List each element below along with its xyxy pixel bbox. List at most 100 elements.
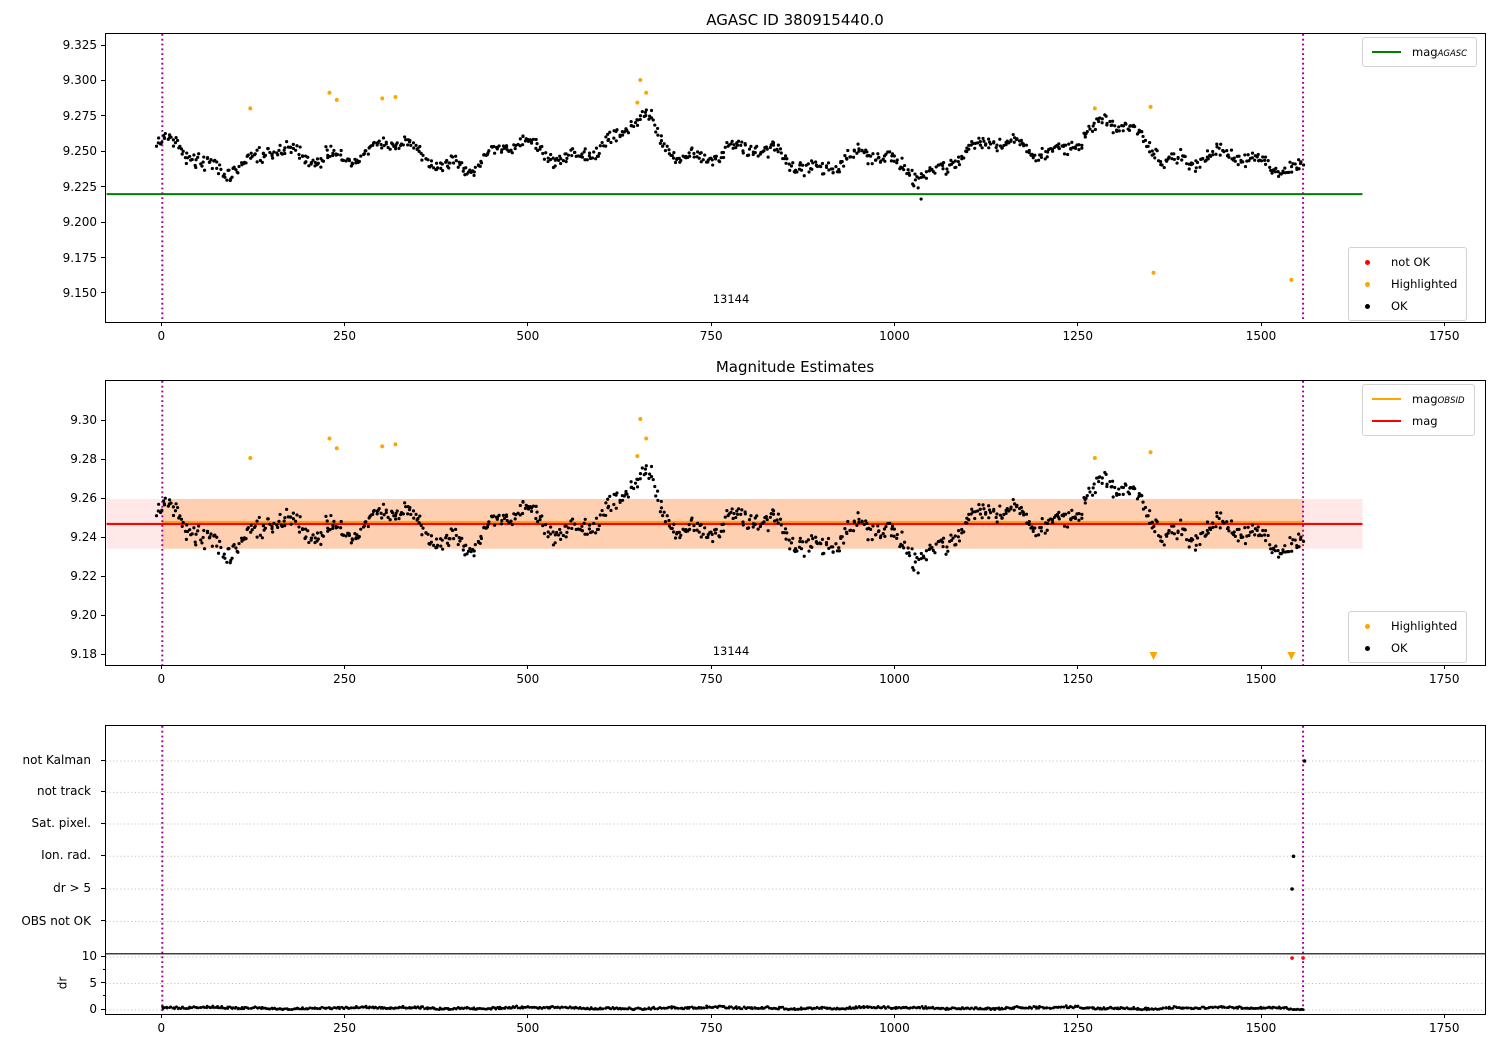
ok-point: [215, 166, 219, 170]
ok-point: [971, 510, 975, 514]
ok-point: [731, 146, 735, 150]
ok-point: [364, 149, 368, 153]
ok-point: [1083, 135, 1087, 139]
ok-point: [1117, 487, 1121, 491]
ok-point: [814, 160, 818, 164]
highlighted-point: [644, 90, 649, 95]
dr-point: [1057, 1005, 1061, 1009]
ok-point: [883, 159, 887, 163]
x-tick-mark: [160, 322, 162, 326]
ok-point: [553, 533, 557, 537]
ok-point: [420, 533, 424, 537]
ok-point: [1152, 524, 1156, 528]
ok-point: [167, 498, 172, 502]
ok-point: [219, 545, 223, 550]
ok-point: [604, 513, 608, 518]
ok-point: [190, 157, 194, 162]
ok-point: [860, 519, 864, 523]
ok-point: [375, 512, 379, 516]
ok-point: [609, 140, 613, 145]
ok-point: [1088, 127, 1092, 131]
ok-point: [644, 471, 648, 476]
dr-point: [1035, 1006, 1038, 1010]
ok-point: [857, 149, 861, 153]
ok-point: [178, 514, 182, 518]
dr-point: [793, 1008, 797, 1012]
ok-point: [598, 144, 602, 148]
dr-point: [918, 1006, 922, 1010]
ok-point: [500, 148, 504, 152]
ok-point: [276, 525, 280, 530]
ok-point: [426, 158, 430, 162]
ok-point: [913, 552, 917, 556]
ok-point: [981, 503, 985, 507]
ok-point: [882, 527, 887, 531]
ok-point: [222, 552, 226, 556]
ok-point: [171, 505, 175, 509]
dr-point: [1042, 1006, 1046, 1010]
ok-point: [837, 170, 842, 174]
ok-point: [846, 148, 850, 153]
ok-point: [1097, 479, 1101, 484]
legend-label-highlighted2: Highlighted: [1391, 619, 1458, 633]
ok-point: [940, 540, 945, 544]
ok-point: [1050, 520, 1055, 525]
ok-point: [965, 150, 969, 154]
ok-point: [1205, 528, 1209, 533]
ok-point: [551, 530, 555, 534]
ok-point: [953, 534, 957, 538]
ok-point: [982, 139, 986, 143]
ok-point: [1229, 519, 1234, 523]
ok-point: [953, 159, 957, 163]
ok-point: [157, 136, 161, 140]
dr-point: [463, 1006, 466, 1010]
ok-point: [344, 534, 348, 538]
ok-point: [874, 532, 878, 537]
ok-point: [614, 506, 618, 510]
ok-point: [564, 535, 568, 539]
ok-point: [1062, 524, 1067, 528]
ok-point: [1066, 525, 1070, 529]
ok-point: [185, 151, 189, 155]
ok-point: [1293, 538, 1297, 542]
ok-point: [580, 524, 584, 528]
ok-point: [412, 516, 416, 520]
ok-point: [315, 531, 320, 535]
dr-point: [884, 1006, 888, 1010]
ok-point: [944, 552, 948, 556]
ok-point: [1263, 528, 1268, 533]
ok-point: [663, 520, 668, 524]
ok-point: [1100, 117, 1104, 121]
ok-point: [154, 514, 159, 518]
ok-point: [799, 547, 804, 551]
ok-point: [1087, 124, 1091, 128]
ok-point: [930, 546, 934, 550]
ok-point: [587, 151, 592, 155]
ok-point: [755, 514, 759, 518]
ok-point: [249, 523, 253, 527]
ok-point: [788, 547, 792, 551]
ok-point: [604, 501, 608, 505]
ok-point: [921, 174, 926, 178]
ok-point: [615, 128, 619, 132]
ok-point: [1121, 485, 1126, 490]
dr-point: [653, 1007, 657, 1011]
ok-point: [304, 160, 308, 164]
ok-point: [941, 161, 946, 165]
ok-point: [740, 508, 744, 512]
ok-point: [944, 172, 948, 176]
ok-point: [197, 524, 201, 528]
ok-point: [1158, 160, 1163, 164]
x-tick-mark: [1443, 1014, 1445, 1018]
green-line-sample: [1372, 51, 1401, 53]
dr-point: [316, 1007, 319, 1011]
ok-point: [870, 162, 874, 166]
ok-point: [606, 137, 611, 142]
ok-point: [439, 544, 443, 548]
ok-point: [596, 154, 600, 158]
ok-point: [1232, 530, 1236, 534]
ok-point: [845, 531, 849, 536]
dr-point: [644, 1007, 648, 1011]
ok-point: [1097, 119, 1101, 124]
ok-point: [649, 464, 654, 469]
